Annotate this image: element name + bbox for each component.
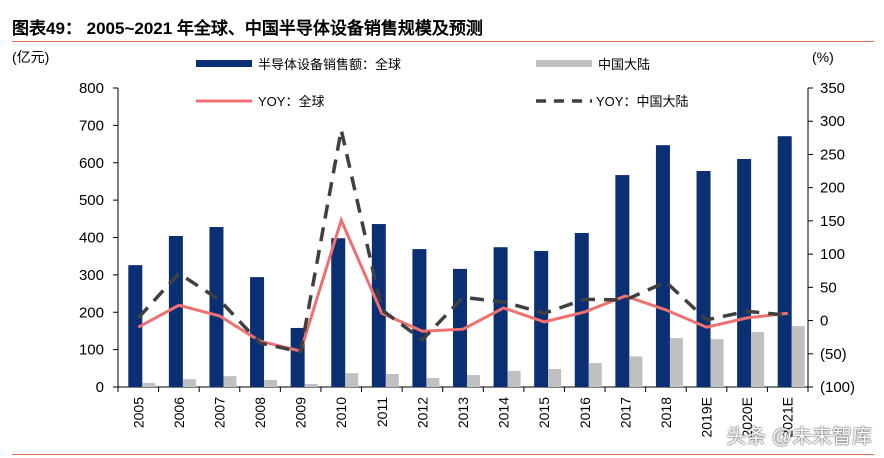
right-tick-label: 250 <box>820 146 845 163</box>
right-tick-label: 200 <box>820 180 845 197</box>
left-tick-label: 800 <box>79 80 104 97</box>
x-tick-label: 2010 <box>333 397 349 428</box>
right-tick-label: 50 <box>820 279 837 296</box>
x-tick-label: 2005 <box>130 397 146 428</box>
legend-label-china-line: YOY：中国大陆 <box>596 94 688 109</box>
left-tick-label: 600 <box>79 155 104 172</box>
x-tick-label: 2018 <box>658 397 674 428</box>
bar-china <box>791 326 805 387</box>
right-tick-label: 150 <box>820 213 845 230</box>
x-tick-label: 2012 <box>414 397 430 428</box>
bar-global <box>412 249 427 387</box>
bar-china <box>182 379 196 387</box>
x-tick-label: 2014 <box>496 397 512 428</box>
left-tick-label: 500 <box>79 192 104 209</box>
left-tick-label: 100 <box>79 342 104 359</box>
bar-china <box>142 382 156 387</box>
x-tick-label: 2019E <box>699 397 715 437</box>
legend-swatch-global-bar <box>196 60 252 67</box>
left-tick-label: 400 <box>79 230 104 247</box>
left-tick-label: 200 <box>79 304 104 321</box>
bar-global <box>331 238 346 387</box>
line-yoy-global <box>137 215 788 353</box>
x-tick-label: 2009 <box>293 397 309 428</box>
bar-global <box>696 170 711 387</box>
x-tick-label: 2011 <box>374 397 390 427</box>
left-tick-label: 700 <box>79 117 104 134</box>
left-tick-label: 300 <box>79 267 104 284</box>
right-tick-label: (100) <box>820 379 855 396</box>
bar-china <box>304 384 318 387</box>
bar-global <box>128 265 143 387</box>
bar-global <box>534 250 549 387</box>
legend-label-global-bar: 半导体设备销售额：全球 <box>258 57 401 72</box>
legend-swatch-china-bar <box>536 60 592 67</box>
right-tick-label: 100 <box>820 246 845 263</box>
x-tick-label: 2007 <box>211 397 227 428</box>
left-axis-label: (亿元) <box>12 49 49 65</box>
bar-global <box>290 327 305 387</box>
bar-china <box>223 376 237 387</box>
x-tick-label: 2021E <box>780 397 796 437</box>
x-tick-label: 2008 <box>252 397 268 428</box>
bar-china <box>467 375 480 387</box>
x-tick-label: 2013 <box>455 397 471 428</box>
bar-global <box>737 159 752 387</box>
bar-china <box>264 379 278 387</box>
bar-china <box>426 378 440 387</box>
bar-china <box>548 369 562 387</box>
x-tick-label: 2020E <box>739 397 755 437</box>
bar-global <box>209 227 224 387</box>
left-tick-label: 0 <box>96 379 104 396</box>
bar-global <box>250 277 265 387</box>
right-tick-label: 350 <box>820 80 845 97</box>
right-tick-label: 0 <box>820 313 828 330</box>
legend-label-china-bar: 中国大陆 <box>598 57 650 72</box>
x-tick-label: 2016 <box>577 397 593 428</box>
x-tick-label: 2015 <box>536 397 552 428</box>
x-tick-label: 2017 <box>617 397 633 428</box>
line-yoy-china <box>137 129 788 354</box>
bar-china <box>669 338 683 387</box>
title-rule <box>12 41 874 42</box>
bar-china <box>710 339 724 387</box>
bar-global <box>168 236 183 387</box>
bar-global <box>615 175 630 387</box>
legend-label-global-line: YOY：全球 <box>258 94 324 109</box>
chart-title: 图表49： 2005~2021 年全球、中国半导体设备销售规模及预测 <box>12 19 483 38</box>
right-axis-label: (%) <box>812 49 834 65</box>
bar-global <box>574 233 589 387</box>
bar-global <box>655 145 670 387</box>
bar-china <box>751 332 765 387</box>
right-tick-label: 300 <box>820 113 845 130</box>
bar-china <box>629 356 643 387</box>
bottom-rule <box>12 454 874 455</box>
bar-china <box>588 363 602 387</box>
right-tick-label: (50) <box>820 346 847 363</box>
bar-global <box>493 247 508 387</box>
x-tick-label: 2006 <box>171 397 187 428</box>
watermark: 头条 @未来智库 <box>726 426 872 448</box>
bar-china <box>345 373 359 387</box>
bar-china <box>385 373 399 387</box>
bar-global <box>777 136 792 387</box>
bar-china <box>507 370 521 387</box>
